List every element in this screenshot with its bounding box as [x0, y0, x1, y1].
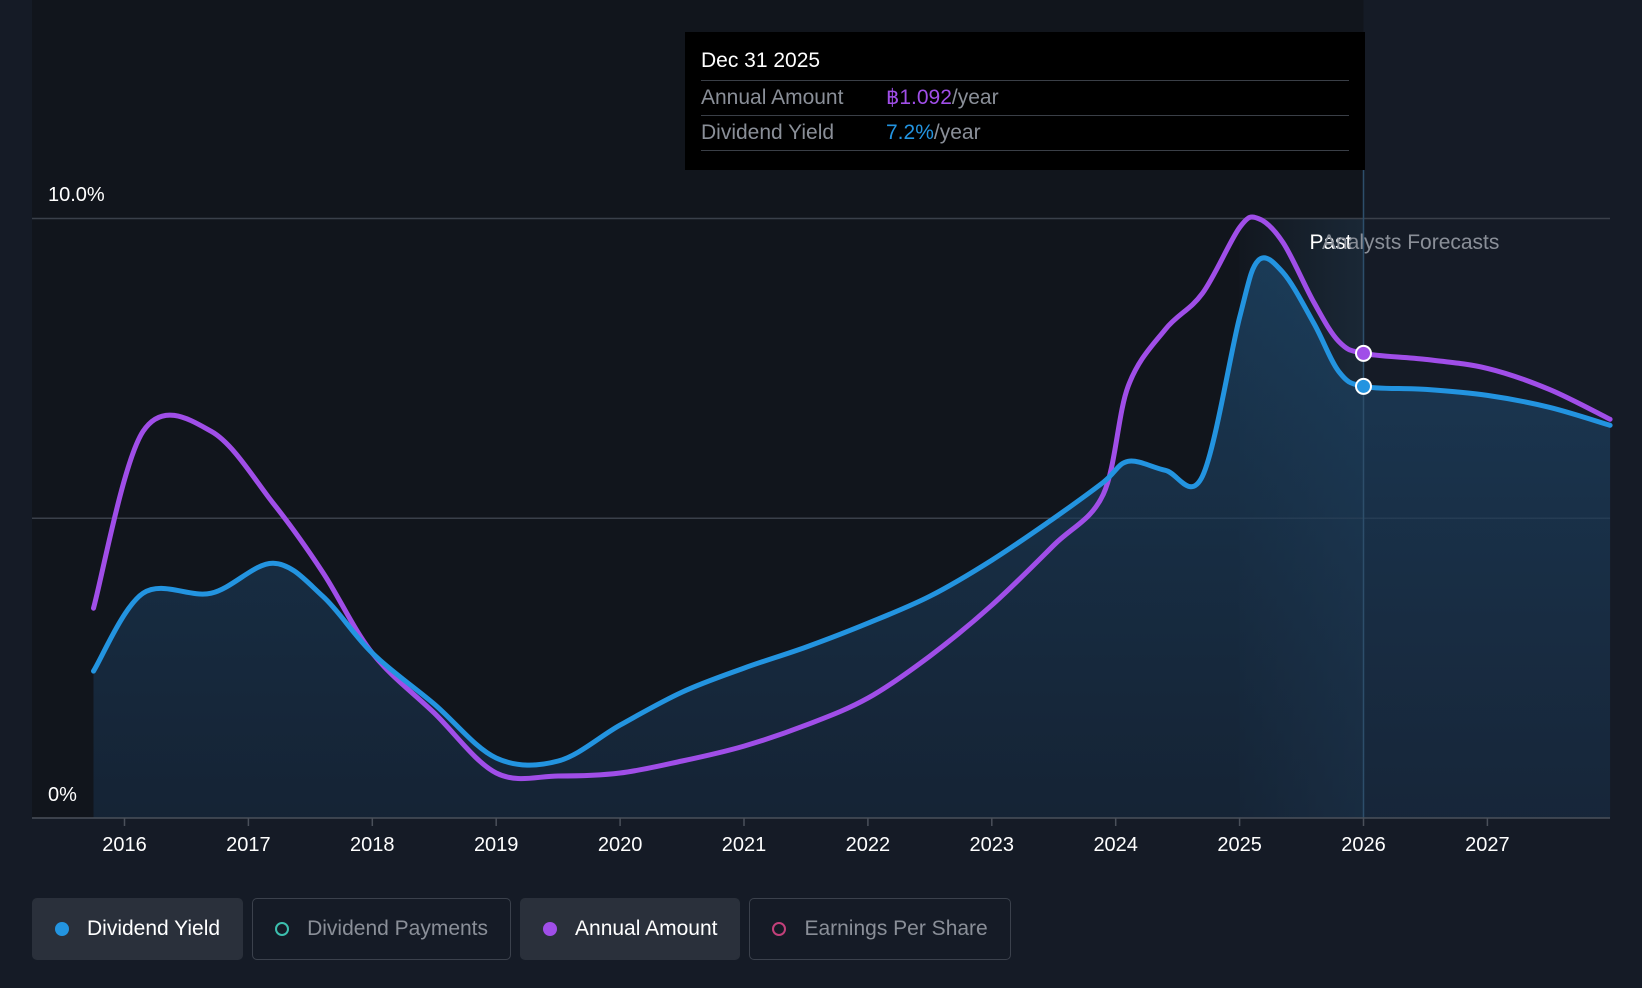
- chart-tooltip: Dec 31 2025 Annual Amount ฿1.092 /year D…: [685, 32, 1365, 170]
- x-tick-label: 2020: [598, 834, 643, 856]
- chart-legend: Dividend Yield Dividend Payments Annual …: [32, 898, 1011, 960]
- tooltip-unit: /year: [951, 86, 999, 109]
- past-region-label: Past: [1309, 231, 1351, 254]
- y-tick-label: 0%: [48, 784, 77, 806]
- legend-dot-icon: [543, 922, 558, 936]
- x-tick-label: 2021: [722, 834, 767, 856]
- legend-item-dividend-payments[interactable]: Dividend Payments: [252, 898, 512, 960]
- legend-label: Dividend Payments: [307, 917, 489, 940]
- highlight-marker-dividend-yield: [1355, 377, 1372, 395]
- y-tick-label: 10.0%: [48, 184, 105, 206]
- legend-item-earnings-per-share[interactable]: Earnings Per Share: [749, 898, 1011, 960]
- series-area-dividend-yield: [93, 257, 1611, 818]
- x-tick-label: 2026: [1341, 834, 1386, 856]
- x-tick-label: 2022: [846, 834, 891, 856]
- tooltip-value: ฿1.092: [886, 86, 952, 109]
- series-line-annual-amount: [91, 214, 1613, 782]
- legend-ring-icon: [772, 922, 787, 936]
- x-tick-label: 2019: [474, 834, 519, 856]
- x-tick-label: 2016: [102, 834, 147, 856]
- series-line-dividend-yield: [91, 255, 1613, 768]
- x-tick-label: 2017: [226, 834, 271, 856]
- legend-item-dividend-yield[interactable]: Dividend Yield: [32, 898, 244, 960]
- tooltip-row-dividend-yield: Dividend Yield 7.2% /year: [701, 116, 1349, 151]
- forecast-region-label: Analysts Forecasts: [1322, 231, 1499, 254]
- tooltip-row-annual-amount: Annual Amount ฿1.092 /year: [701, 81, 1349, 116]
- tooltip-label: Dividend Yield: [701, 121, 835, 144]
- x-tick-label: 2023: [970, 834, 1015, 856]
- tooltip-label: Annual Amount: [701, 86, 844, 109]
- legend-ring-icon: [275, 922, 290, 936]
- x-tick-label: 2018: [350, 834, 395, 856]
- legend-dot-icon: [55, 922, 69, 936]
- tooltip-unit: /year: [933, 121, 981, 144]
- x-tick-label: 2024: [1093, 834, 1138, 856]
- legend-label: Earnings Per Share: [804, 917, 988, 940]
- x-tick-label: 2027: [1465, 834, 1510, 856]
- legend-label: Annual Amount: [575, 917, 718, 940]
- tooltip-date: Dec 31 2025: [701, 46, 1349, 81]
- legend-label: Dividend Yield: [87, 917, 221, 940]
- highlight-marker-annual-amount: [1355, 344, 1372, 362]
- legend-item-annual-amount[interactable]: Annual Amount: [520, 898, 741, 960]
- x-tick-label: 2025: [1217, 834, 1262, 856]
- tooltip-value: 7.2%: [886, 121, 934, 144]
